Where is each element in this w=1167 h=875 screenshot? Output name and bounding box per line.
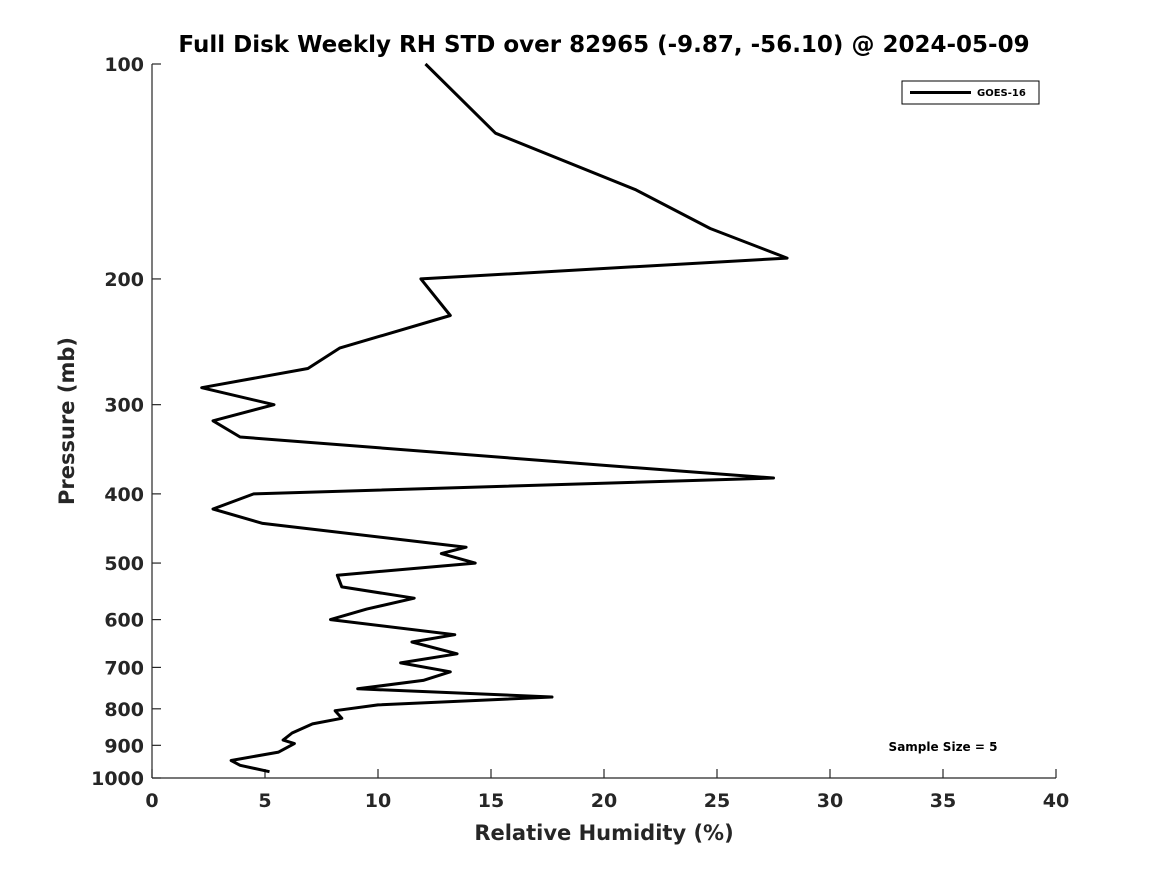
y-tick-label: 600 [104, 610, 144, 632]
y-tick-label: 500 [104, 553, 144, 575]
y-axis-ticks: 100 200 300 400 500 600 700 800 900 1000 [91, 54, 161, 790]
x-tick-label: 0 [145, 790, 158, 812]
x-tick-label: 30 [817, 790, 843, 812]
y-tick-label: 900 [104, 735, 144, 757]
plot-axes [151, 64, 1056, 779]
y-tick-label: 400 [104, 484, 144, 506]
legend-label: GOES-16 [977, 88, 1026, 99]
sample-size-annotation: Sample Size = 5 [889, 740, 998, 754]
legend: GOES-16 [901, 80, 1040, 105]
y-tick-label: 100 [104, 54, 144, 76]
y-axis-label: Pressure (mb) [55, 337, 79, 505]
y-tick-label: 700 [104, 657, 144, 679]
chart-title: Full Disk Weekly RH STD over 82965 (-9.8… [178, 32, 1029, 58]
x-tick-label: 40 [1043, 790, 1069, 812]
y-tick-label: 200 [104, 269, 144, 291]
x-axis-label: Relative Humidity (%) [474, 821, 733, 845]
series-line-goes-16 [200, 62, 789, 774]
x-tick-label: 10 [365, 790, 391, 812]
x-tick-label: 20 [591, 790, 617, 812]
y-tick-label: 300 [104, 395, 144, 417]
x-tick-label: 35 [930, 790, 956, 812]
series-points [201, 63, 788, 772]
y-tick-label: 800 [104, 699, 144, 721]
x-tick-label: 5 [258, 790, 271, 812]
x-tick-label: 15 [478, 790, 504, 812]
y-tick-label: 1000 [91, 768, 144, 790]
x-tick-label: 25 [704, 790, 730, 812]
x-axis-ticks: 0 5 10 15 20 25 30 35 40 [145, 769, 1069, 812]
